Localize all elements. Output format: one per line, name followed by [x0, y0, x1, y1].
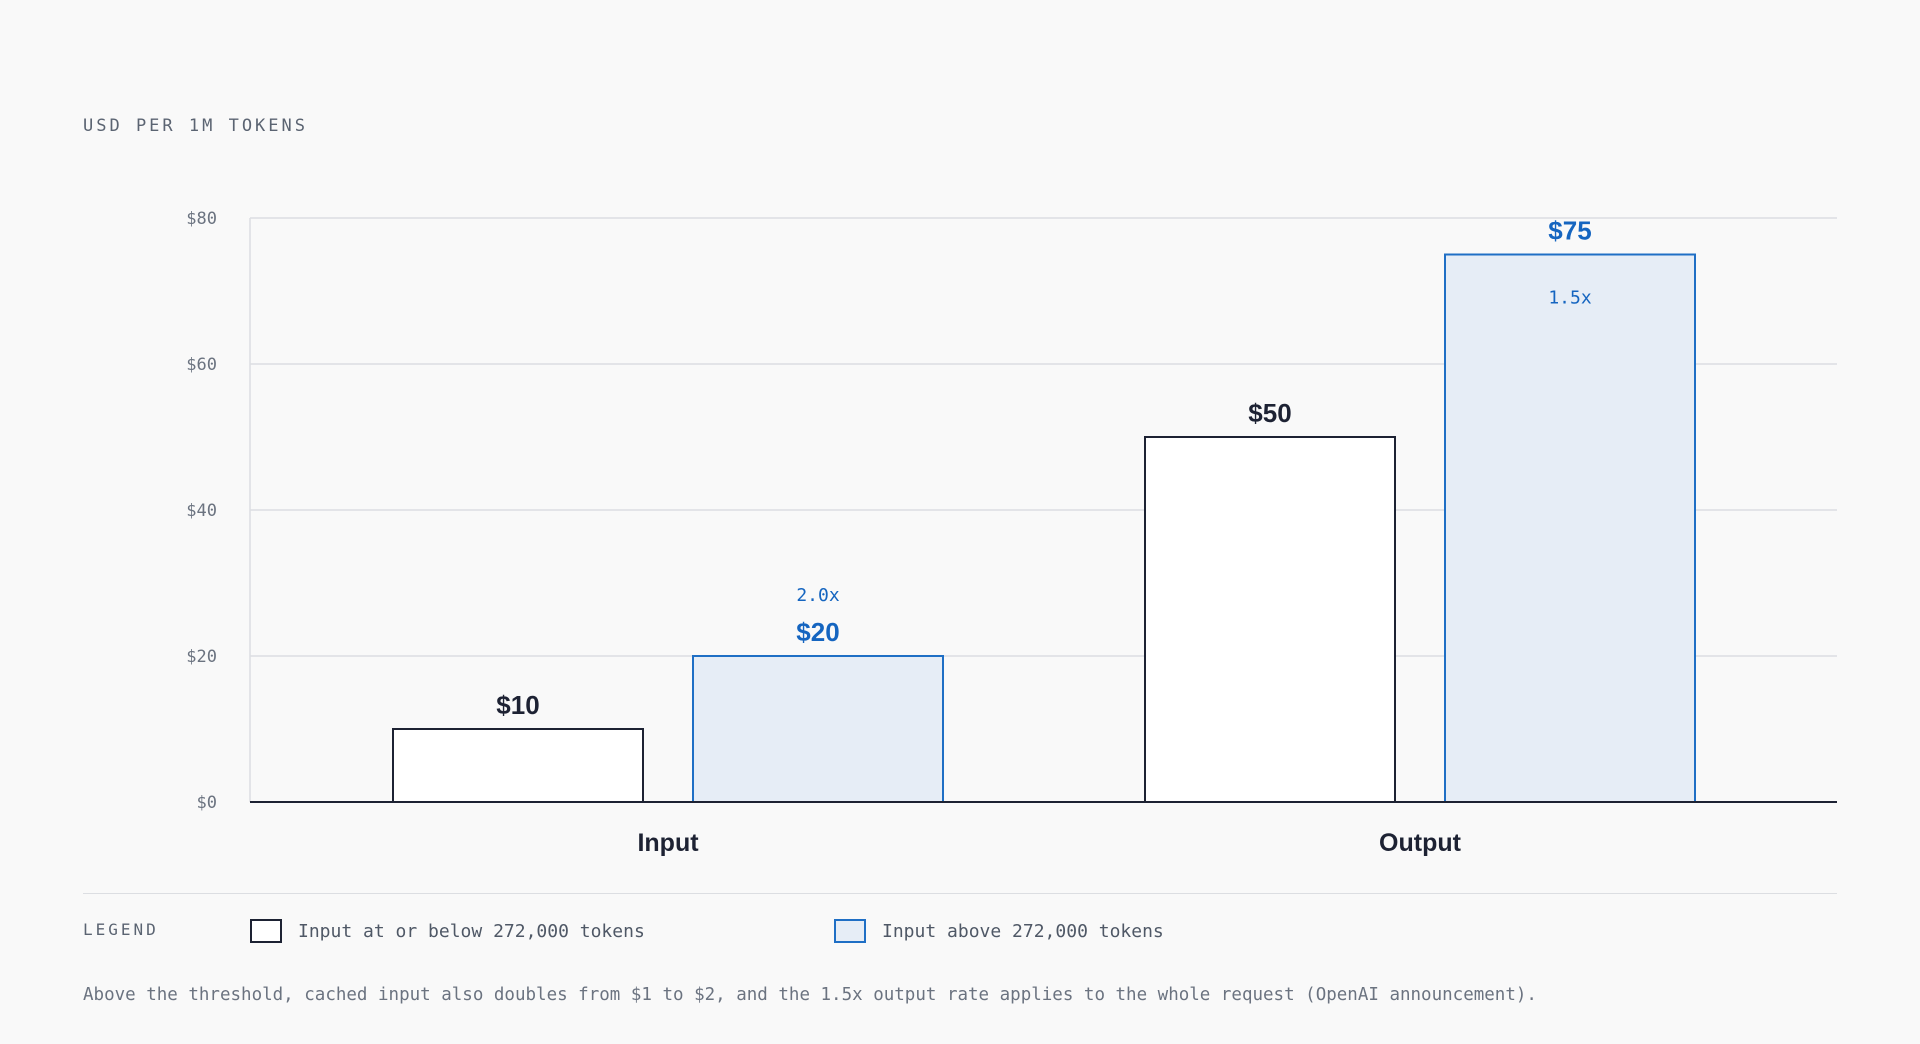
legend-label-above: Input above 272,000 tokens	[882, 920, 1164, 942]
bar-value-label: $20	[796, 617, 839, 647]
legend-swatch-above	[834, 919, 866, 943]
bar-multiplier-label: 1.5x	[1548, 288, 1592, 309]
legend-divider	[83, 893, 1837, 894]
bar-base	[392, 728, 644, 803]
bar-base	[1144, 436, 1396, 803]
legend-item-base: Input at or below 272,000 tokens	[250, 917, 645, 945]
legend-heading: LEGEND	[83, 920, 159, 939]
legend-item-above: Input above 272,000 tokens	[834, 917, 1164, 945]
y-axis-unit-label: USD PER 1M TOKENS	[83, 116, 308, 136]
bar-multiplier-label: 2.0x	[796, 585, 840, 606]
y-tick-label: $0	[197, 793, 217, 813]
bar-above-threshold	[692, 655, 944, 803]
y-tick-label: $60	[186, 355, 217, 375]
bar-value-label: $10	[496, 690, 539, 720]
y-tick-label: $80	[186, 209, 217, 229]
bar-chart: $0 $20 $40 $60 $80 $10 $20 2.0x Input $50 $75 1.5x O…	[186, 209, 1837, 857]
legend-swatch-base	[250, 919, 282, 943]
x-category-label: Input	[637, 829, 699, 857]
bar-value-label: $75	[1548, 216, 1591, 246]
bar-value-label: $50	[1248, 398, 1291, 428]
y-tick-label: $20	[186, 647, 217, 667]
y-tick-label: $40	[186, 501, 217, 521]
x-category-label: Output	[1379, 829, 1462, 857]
legend-label-base: Input at or below 272,000 tokens	[298, 920, 645, 942]
bar-above-threshold	[1444, 253, 1696, 803]
footnote: Above the threshold, cached input also d…	[83, 985, 1537, 1005]
